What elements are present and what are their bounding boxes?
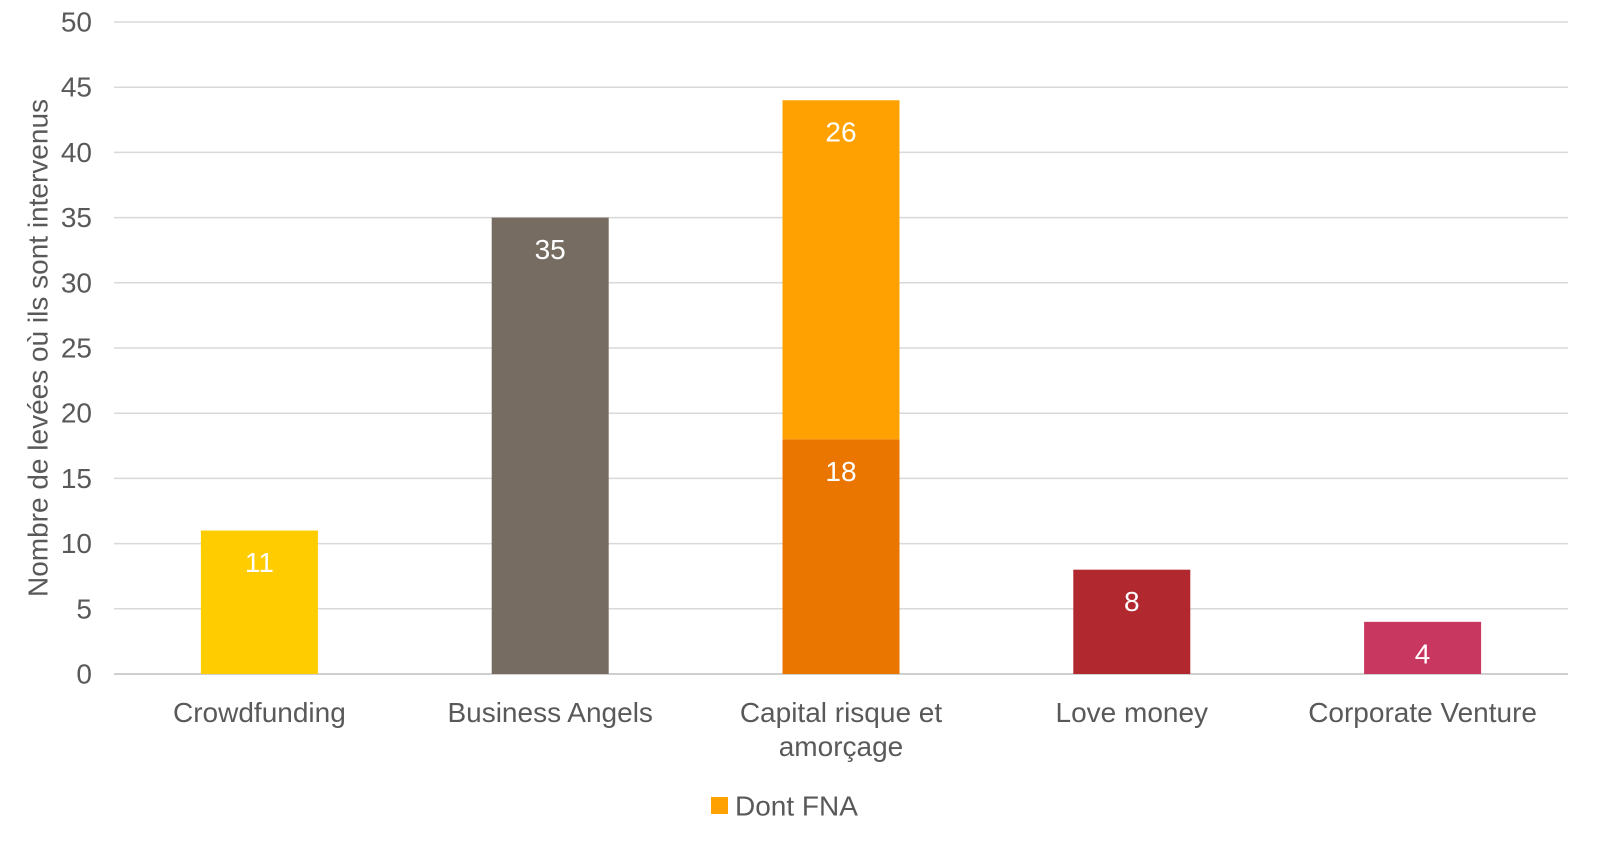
x-axis-labels: Crowdfunding Business Angels Capital risqu… [173,697,1537,762]
bar-segment [200,530,318,674]
bar-segment [491,217,609,674]
bar-segment [1073,569,1191,674]
legend: Dont FNA [711,791,858,822]
data-label: 35 [535,234,566,265]
bar-segment [1364,621,1482,674]
x-tick-label-line: Capital risque et [740,697,943,728]
data-label: 26 [825,117,856,148]
y-tick-label: 50 [61,7,92,38]
x-tick-label: Love money [1056,697,1209,728]
data-label: 18 [825,456,856,487]
legend-swatch [711,797,728,814]
y-axis-label: Nombre de levées où ils sont intervenus [23,99,54,597]
y-tick-label: 25 [61,333,92,364]
x-tick-label-line: amorçage [779,731,904,762]
bar-segment [782,100,900,440]
x-tick-label: Corporate Venture [1308,697,1537,728]
x-tick-label-line: Corporate Venture [1308,697,1537,728]
x-tick-label: Business Angels [447,697,652,728]
x-tick-label: Crowdfunding [173,697,346,728]
bars: 11 35 18 26 8 4 [200,100,1482,674]
x-tick-label-line: Love money [1056,697,1209,728]
y-tick-label: 20 [61,398,92,429]
legend-label: Dont FNA [735,791,858,822]
y-tick-label: 45 [61,72,92,103]
y-tick-label: 35 [61,202,92,233]
y-axis-ticks: 0 5 10 15 20 25 30 35 40 45 50 [61,7,92,690]
data-label: 4 [1415,638,1431,669]
data-label: 11 [245,547,274,578]
y-tick-label: 5 [76,593,92,624]
x-tick-label-line: Business Angels [447,697,652,728]
x-tick-label-line: Crowdfunding [173,697,346,728]
y-tick-label: 0 [76,659,92,690]
y-tick-label: 40 [61,137,92,168]
y-tick-label: 10 [61,528,92,559]
y-tick-label: 15 [61,463,92,494]
bar-segment [782,439,900,674]
y-tick-label: 30 [61,267,92,298]
data-label: 8 [1124,586,1140,617]
x-tick-label: Capital risque et amorçage [740,697,943,762]
